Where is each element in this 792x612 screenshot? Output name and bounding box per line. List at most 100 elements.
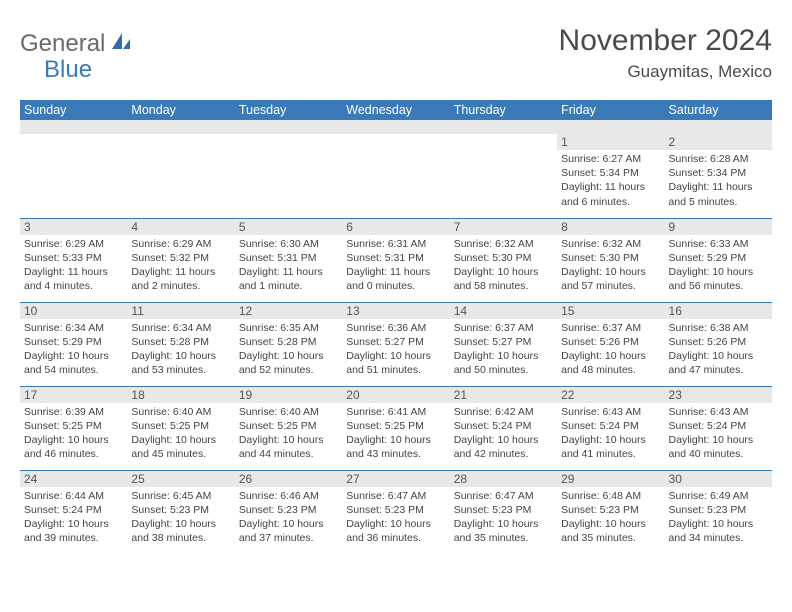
calendar-cell: 15Sunrise: 6:37 AMSunset: 5:26 PMDayligh… bbox=[557, 302, 664, 386]
calendar-cell: 2Sunrise: 6:28 AMSunset: 5:34 PMDaylight… bbox=[665, 134, 772, 218]
calendar-body: 1Sunrise: 6:27 AMSunset: 5:34 PMDaylight… bbox=[20, 120, 772, 554]
calendar-cell: 16Sunrise: 6:38 AMSunset: 5:26 PMDayligh… bbox=[665, 302, 772, 386]
weekday-header: Wednesday bbox=[342, 100, 449, 120]
weekday-header: Friday bbox=[557, 100, 664, 120]
day-body: Sunrise: 6:40 AMSunset: 5:25 PMDaylight:… bbox=[127, 403, 234, 464]
day-body: Sunrise: 6:49 AMSunset: 5:23 PMDaylight:… bbox=[665, 487, 772, 548]
day-number: 16 bbox=[665, 303, 772, 319]
day-body: Sunrise: 6:39 AMSunset: 5:25 PMDaylight:… bbox=[20, 403, 127, 464]
day-number: 12 bbox=[235, 303, 342, 319]
calendar-cell bbox=[235, 134, 342, 218]
logo: General bbox=[20, 30, 134, 58]
day-number: 10 bbox=[20, 303, 127, 319]
day-number: 20 bbox=[342, 387, 449, 403]
calendar-week: 3Sunrise: 6:29 AMSunset: 5:33 PMDaylight… bbox=[20, 218, 772, 302]
day-number: 5 bbox=[235, 219, 342, 235]
day-body: Sunrise: 6:29 AMSunset: 5:32 PMDaylight:… bbox=[127, 235, 234, 296]
calendar-cell: 13Sunrise: 6:36 AMSunset: 5:27 PMDayligh… bbox=[342, 302, 449, 386]
day-body: Sunrise: 6:42 AMSunset: 5:24 PMDaylight:… bbox=[450, 403, 557, 464]
day-body: Sunrise: 6:27 AMSunset: 5:34 PMDaylight:… bbox=[557, 150, 664, 211]
calendar-cell: 5Sunrise: 6:30 AMSunset: 5:31 PMDaylight… bbox=[235, 218, 342, 302]
calendar-cell bbox=[342, 134, 449, 218]
day-number: 22 bbox=[557, 387, 664, 403]
day-body: Sunrise: 6:37 AMSunset: 5:27 PMDaylight:… bbox=[450, 319, 557, 380]
day-body: Sunrise: 6:44 AMSunset: 5:24 PMDaylight:… bbox=[20, 487, 127, 548]
logo-text-blue: Blue bbox=[44, 56, 92, 83]
day-number: 2 bbox=[665, 134, 772, 150]
day-number: 23 bbox=[665, 387, 772, 403]
day-body: Sunrise: 6:41 AMSunset: 5:25 PMDaylight:… bbox=[342, 403, 449, 464]
day-number: 24 bbox=[20, 471, 127, 487]
calendar-cell: 29Sunrise: 6:48 AMSunset: 5:23 PMDayligh… bbox=[557, 470, 664, 554]
calendar-cell: 8Sunrise: 6:32 AMSunset: 5:30 PMDaylight… bbox=[557, 218, 664, 302]
day-number: 7 bbox=[450, 219, 557, 235]
calendar-week: 10Sunrise: 6:34 AMSunset: 5:29 PMDayligh… bbox=[20, 302, 772, 386]
day-body: Sunrise: 6:47 AMSunset: 5:23 PMDaylight:… bbox=[450, 487, 557, 548]
day-body: Sunrise: 6:34 AMSunset: 5:29 PMDaylight:… bbox=[20, 319, 127, 380]
calendar-cell: 10Sunrise: 6:34 AMSunset: 5:29 PMDayligh… bbox=[20, 302, 127, 386]
calendar-cell: 17Sunrise: 6:39 AMSunset: 5:25 PMDayligh… bbox=[20, 386, 127, 470]
logo-sail-icon bbox=[110, 31, 132, 58]
day-number: 21 bbox=[450, 387, 557, 403]
calendar-cell bbox=[20, 134, 127, 218]
calendar-cell: 20Sunrise: 6:41 AMSunset: 5:25 PMDayligh… bbox=[342, 386, 449, 470]
calendar-cell: 11Sunrise: 6:34 AMSunset: 5:28 PMDayligh… bbox=[127, 302, 234, 386]
calendar-cell: 7Sunrise: 6:32 AMSunset: 5:30 PMDaylight… bbox=[450, 218, 557, 302]
weekday-header: Tuesday bbox=[235, 100, 342, 120]
day-number: 8 bbox=[557, 219, 664, 235]
calendar-cell: 28Sunrise: 6:47 AMSunset: 5:23 PMDayligh… bbox=[450, 470, 557, 554]
day-number: 26 bbox=[235, 471, 342, 487]
location: Guaymitas, Mexico bbox=[559, 62, 772, 82]
day-body: Sunrise: 6:43 AMSunset: 5:24 PMDaylight:… bbox=[557, 403, 664, 464]
title-block: November 2024 Guaymitas, Mexico bbox=[559, 24, 772, 82]
day-number: 3 bbox=[20, 219, 127, 235]
day-body: Sunrise: 6:35 AMSunset: 5:28 PMDaylight:… bbox=[235, 319, 342, 380]
day-body: Sunrise: 6:33 AMSunset: 5:29 PMDaylight:… bbox=[665, 235, 772, 296]
weekday-header: Saturday bbox=[665, 100, 772, 120]
blank-cell bbox=[20, 120, 772, 134]
day-number: 14 bbox=[450, 303, 557, 319]
day-number: 9 bbox=[665, 219, 772, 235]
calendar-cell: 26Sunrise: 6:46 AMSunset: 5:23 PMDayligh… bbox=[235, 470, 342, 554]
day-body: Sunrise: 6:30 AMSunset: 5:31 PMDaylight:… bbox=[235, 235, 342, 296]
calendar-cell: 1Sunrise: 6:27 AMSunset: 5:34 PMDaylight… bbox=[557, 134, 664, 218]
calendar-cell bbox=[450, 134, 557, 218]
day-number: 11 bbox=[127, 303, 234, 319]
logo-text-general: General bbox=[20, 30, 105, 58]
day-body: Sunrise: 6:37 AMSunset: 5:26 PMDaylight:… bbox=[557, 319, 664, 380]
calendar-cell: 6Sunrise: 6:31 AMSunset: 5:31 PMDaylight… bbox=[342, 218, 449, 302]
calendar-cell: 19Sunrise: 6:40 AMSunset: 5:25 PMDayligh… bbox=[235, 386, 342, 470]
day-body: Sunrise: 6:36 AMSunset: 5:27 PMDaylight:… bbox=[342, 319, 449, 380]
weekday-row: SundayMondayTuesdayWednesdayThursdayFrid… bbox=[20, 100, 772, 120]
calendar-week: 17Sunrise: 6:39 AMSunset: 5:25 PMDayligh… bbox=[20, 386, 772, 470]
day-body: Sunrise: 6:31 AMSunset: 5:31 PMDaylight:… bbox=[342, 235, 449, 296]
calendar-cell: 21Sunrise: 6:42 AMSunset: 5:24 PMDayligh… bbox=[450, 386, 557, 470]
day-body: Sunrise: 6:46 AMSunset: 5:23 PMDaylight:… bbox=[235, 487, 342, 548]
day-number: 30 bbox=[665, 471, 772, 487]
day-body: Sunrise: 6:32 AMSunset: 5:30 PMDaylight:… bbox=[450, 235, 557, 296]
day-number: 15 bbox=[557, 303, 664, 319]
day-body: Sunrise: 6:29 AMSunset: 5:33 PMDaylight:… bbox=[20, 235, 127, 296]
calendar-cell: 3Sunrise: 6:29 AMSunset: 5:33 PMDaylight… bbox=[20, 218, 127, 302]
day-number: 1 bbox=[557, 134, 664, 150]
day-body: Sunrise: 6:47 AMSunset: 5:23 PMDaylight:… bbox=[342, 487, 449, 548]
day-number: 13 bbox=[342, 303, 449, 319]
calendar-week: 1Sunrise: 6:27 AMSunset: 5:34 PMDaylight… bbox=[20, 134, 772, 218]
calendar-cell: 27Sunrise: 6:47 AMSunset: 5:23 PMDayligh… bbox=[342, 470, 449, 554]
calendar-cell: 4Sunrise: 6:29 AMSunset: 5:32 PMDaylight… bbox=[127, 218, 234, 302]
day-body: Sunrise: 6:48 AMSunset: 5:23 PMDaylight:… bbox=[557, 487, 664, 548]
day-number: 19 bbox=[235, 387, 342, 403]
month-title: November 2024 bbox=[559, 24, 772, 58]
calendar-cell: 22Sunrise: 6:43 AMSunset: 5:24 PMDayligh… bbox=[557, 386, 664, 470]
day-number: 4 bbox=[127, 219, 234, 235]
calendar-head: SundayMondayTuesdayWednesdayThursdayFrid… bbox=[20, 100, 772, 120]
calendar-cell: 9Sunrise: 6:33 AMSunset: 5:29 PMDaylight… bbox=[665, 218, 772, 302]
day-body: Sunrise: 6:43 AMSunset: 5:24 PMDaylight:… bbox=[665, 403, 772, 464]
calendar-cell: 12Sunrise: 6:35 AMSunset: 5:28 PMDayligh… bbox=[235, 302, 342, 386]
calendar-cell bbox=[127, 134, 234, 218]
day-body: Sunrise: 6:45 AMSunset: 5:23 PMDaylight:… bbox=[127, 487, 234, 548]
day-number: 29 bbox=[557, 471, 664, 487]
weekday-header: Sunday bbox=[20, 100, 127, 120]
weekday-header: Thursday bbox=[450, 100, 557, 120]
day-body: Sunrise: 6:32 AMSunset: 5:30 PMDaylight:… bbox=[557, 235, 664, 296]
